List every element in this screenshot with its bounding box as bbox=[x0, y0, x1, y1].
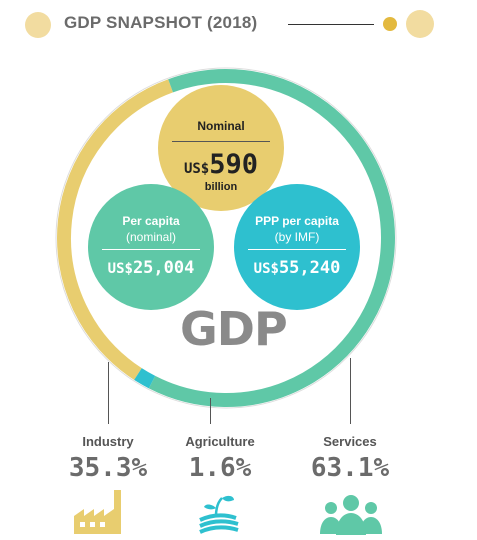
ring-segment-services bbox=[148, 69, 395, 407]
industry-leader-line bbox=[108, 362, 109, 424]
ppp-divider bbox=[248, 249, 346, 250]
nominal-value: US$590 bbox=[158, 149, 284, 180]
per-capita-number: 25,004 bbox=[132, 258, 195, 278]
nominal-currency: US$ bbox=[183, 161, 210, 177]
header-decor-dot bbox=[25, 12, 51, 38]
nominal-label: Nominal bbox=[197, 119, 245, 133]
per-capita-currency: US$ bbox=[107, 261, 133, 277]
stat-services-label: Services bbox=[323, 434, 377, 449]
ppp-number: 55,240 bbox=[278, 258, 341, 278]
nominal-unit: billion bbox=[204, 181, 238, 193]
nominal-divider bbox=[172, 141, 270, 142]
stat-services-value: 63.1% bbox=[310, 453, 390, 483]
per-capita-bubble: Per capita (nominal) US$25,004 bbox=[88, 184, 214, 310]
ppp-sublabel: (by IMF) bbox=[274, 230, 320, 244]
ring-segment-agriculture bbox=[134, 368, 156, 389]
ppp-value: US$55,240 bbox=[234, 258, 360, 278]
header: GDP SNAPSHOT (2018) bbox=[0, 0, 477, 50]
header-rule bbox=[288, 24, 374, 25]
per-capita-label: Per capita bbox=[122, 214, 180, 228]
people-icon bbox=[320, 495, 382, 535]
header-decor-dot-big bbox=[406, 10, 434, 38]
stat-industry-label: Industry bbox=[82, 434, 134, 449]
per-capita-divider bbox=[102, 249, 200, 250]
stat-industry: Industry 35.3% bbox=[43, 434, 173, 483]
stat-industry-value: 35.3% bbox=[68, 453, 148, 483]
stat-agriculture: Agriculture 1.6% bbox=[155, 434, 285, 483]
nominal-number: 590 bbox=[209, 149, 259, 180]
page-title: GDP SNAPSHOT (2018) bbox=[64, 13, 258, 32]
per-capita-value: US$25,004 bbox=[88, 258, 214, 278]
per-capita-sublabel: (nominal) bbox=[125, 230, 176, 244]
gdp-center-label: GDP bbox=[180, 302, 288, 356]
ppp-currency: US$ bbox=[253, 261, 279, 277]
plant-icon bbox=[199, 495, 239, 534]
stat-services: Services 63.1% bbox=[285, 434, 415, 483]
ppp-bubble: PPP per capita (by IMF) US$55,240 bbox=[234, 184, 360, 310]
ring-outer-guide bbox=[55, 67, 397, 409]
factory-icon bbox=[74, 490, 121, 534]
stat-agriculture-label: Agriculture bbox=[185, 434, 255, 449]
header-decor-dot-small bbox=[383, 17, 397, 31]
stat-agriculture-value: 1.6% bbox=[188, 453, 252, 483]
services-leader-line bbox=[350, 358, 351, 424]
ppp-label: PPP per capita bbox=[255, 214, 339, 228]
agriculture-leader-line bbox=[210, 398, 211, 424]
ring-segment-industry bbox=[57, 79, 173, 380]
